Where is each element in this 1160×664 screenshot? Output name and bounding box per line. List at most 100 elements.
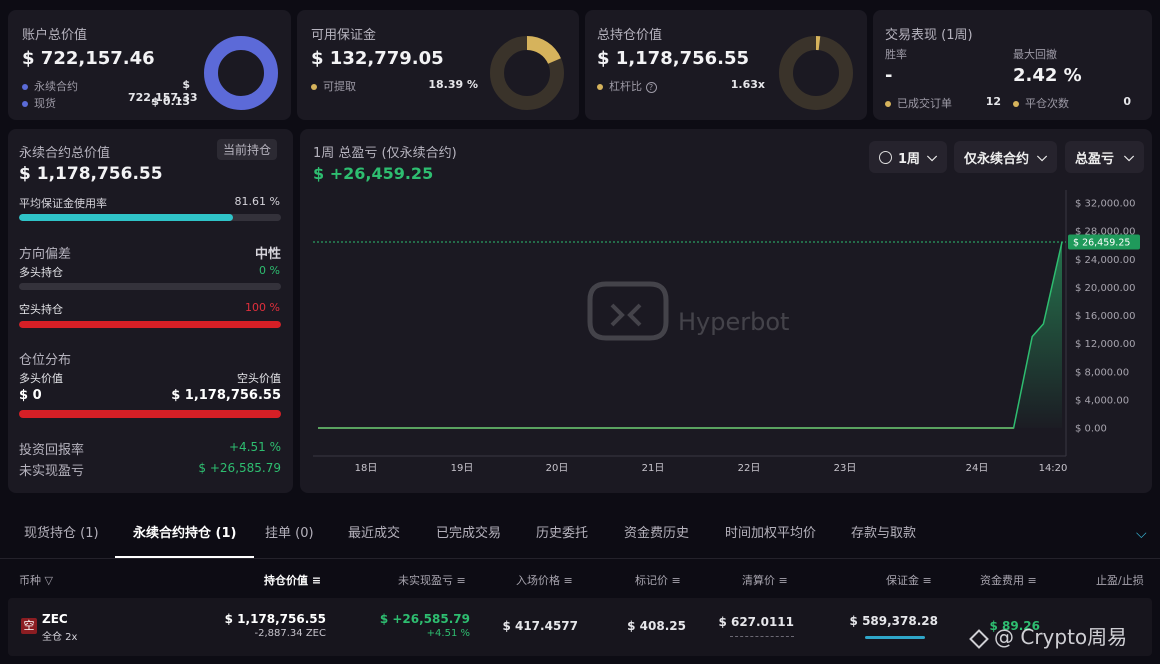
y-tick-label: $ 28,000.00 xyxy=(1075,227,1135,238)
th-liq-price[interactable]: 清算价 ≡ xyxy=(742,574,788,587)
filled-orders-value: 12 xyxy=(985,95,1001,108)
sort-icon: ≡ xyxy=(563,574,573,587)
tab-twap[interactable]: 时间加权平均价 xyxy=(725,526,817,541)
th-funding[interactable]: 资金费用 ≡ xyxy=(980,574,1037,587)
account-value-label: 账户总价值 xyxy=(22,28,88,43)
account-value: $ 722,157.46 xyxy=(22,48,155,69)
th-upnl[interactable]: 未实现盈亏 ≡ xyxy=(398,574,466,587)
leverage-value: 1.63x xyxy=(730,78,765,91)
performance-card: 交易表现 (1周) 胜率 - 最大回撤 2.42 % 已成交订单 12 平仓次数… xyxy=(873,10,1152,120)
row-entry-price: $ 417.4577 xyxy=(502,619,578,633)
short-position-label: 空头持仓 xyxy=(19,303,63,316)
th-tpsl: 止盈/止损 xyxy=(1096,574,1144,587)
perp-summary-panel: 永续合约总价值 当前持仓 $ 1,178,756.55 平均保证金使用率 81.… xyxy=(8,129,293,493)
row-funding: $ 89.26 xyxy=(989,619,1040,633)
direction-bias-label: 方向偏差 xyxy=(19,247,72,262)
metric-select[interactable]: 总盈亏 ⌵ xyxy=(1065,141,1144,173)
margin-mode: 全仓 2x xyxy=(42,632,78,643)
margin-usage-bar xyxy=(19,214,281,221)
table-row[interactable]: 空 ZEC 全仓 2x $ 1,178,756.55 -2,887.34 ZEC… xyxy=(8,598,1152,656)
th-position-value[interactable]: 持仓价值 ≡ xyxy=(264,574,322,587)
x-tick-label: 23日 xyxy=(834,463,857,474)
coin-name[interactable]: ZEC xyxy=(42,612,68,626)
leverage-label: 杠杆比 ? xyxy=(597,78,657,94)
sort-icon: ≡ xyxy=(671,574,681,587)
sort-icon: ≡ xyxy=(311,574,322,587)
win-rate-label: 胜率 xyxy=(885,48,907,61)
chart-title: 1周 总盈亏 (仅永续合约) xyxy=(313,146,457,161)
pnl-series-line xyxy=(318,241,1063,429)
y-tick-label: $ 0.00 xyxy=(1075,424,1107,435)
y-tick-label: $ 12,000.00 xyxy=(1075,339,1135,350)
y-tick-label: $ 20,000.00 xyxy=(1075,283,1135,294)
upnl-value: $ +26,585.79 xyxy=(198,461,281,475)
dist-short-label: 空头价值 xyxy=(237,372,281,385)
tab-funding-history[interactable]: 资金费历史 xyxy=(624,526,690,541)
y-tick-label: $ 4,000.00 xyxy=(1075,395,1129,406)
sort-icon: ≡ xyxy=(778,574,788,587)
watermark-text: Hyperbot xyxy=(678,308,789,336)
long-position-label: 多头持仓 xyxy=(19,266,63,279)
sort-icon: ≡ xyxy=(1027,574,1037,587)
x-tick-label: 19日 xyxy=(451,463,474,474)
withdrawable-value: 18.39 % xyxy=(428,78,478,91)
short-badge: 空 xyxy=(21,618,37,634)
chart-total-pnl: $ +26,459.25 xyxy=(313,164,434,183)
total-position-value: $ 1,178,756.55 xyxy=(597,48,750,69)
sort-icon: ≡ xyxy=(922,574,932,587)
liq-underline xyxy=(730,636,794,637)
pnl-chart-panel: 1周 总盈亏 (仅永续合约) $ +26,459.25 1周 ⌵ 仅永续合约 ⌵… xyxy=(300,129,1152,493)
available-margin-value: $ 132,779.05 xyxy=(311,48,444,69)
position-donut xyxy=(779,36,853,110)
filter-icon[interactable]: ▽ xyxy=(44,574,53,587)
tab-deposits-withdrawals[interactable]: 存款与取款 xyxy=(851,526,917,541)
clock-icon xyxy=(879,150,892,164)
perp-row-label: 永续合约 xyxy=(22,78,78,94)
tab-recent-fills[interactable]: 最近成交 xyxy=(348,526,401,541)
tab-order-history[interactable]: 历史委托 xyxy=(536,526,589,541)
total-position-label: 总持仓价值 xyxy=(597,28,663,43)
direction-bias-value: 中性 xyxy=(254,247,281,262)
th-mark-price[interactable]: 标记价 ≡ xyxy=(635,574,681,587)
period-select[interactable]: 1周 ⌵ xyxy=(869,141,947,173)
close-count-label: 平仓次数 xyxy=(1013,95,1069,111)
x-tick-label: 21日 xyxy=(642,463,665,474)
x-tick-label: 20日 xyxy=(546,463,569,474)
available-margin-label: 可用保证金 xyxy=(311,28,377,43)
th-entry-price[interactable]: 入场价格 ≡ xyxy=(516,574,573,587)
chevron-down-icon: ⌵ xyxy=(1037,149,1047,165)
row-mark-price: $ 408.25 xyxy=(627,619,686,633)
y-tick-label: $ 8,000.00 xyxy=(1075,367,1129,378)
total-position-card: 总持仓价值 $ 1,178,756.55 杠杆比 ? 1.63x xyxy=(585,10,867,120)
margin-donut xyxy=(490,36,564,110)
max-drawdown-value: 2.42 % xyxy=(1013,65,1082,86)
tab-spot-positions[interactable]: 现货持仓 (1) xyxy=(24,526,99,541)
hyperbot-watermark: Hyperbot xyxy=(587,281,789,341)
dist-short-value: $ 1,178,756.55 xyxy=(171,388,281,403)
th-coin[interactable]: 币种 ▽ xyxy=(19,574,53,587)
tab-open-orders[interactable]: 挂单 (0) xyxy=(265,526,314,541)
y-tick-label: $ 24,000.00 xyxy=(1075,255,1135,266)
available-margin-card: 可用保证金 $ 132,779.05 可提取 18.39 % xyxy=(297,10,579,120)
dist-long-value: $ 0 xyxy=(19,388,42,403)
short-position-bar xyxy=(19,321,281,328)
row-position-value: $ 1,178,756.55 xyxy=(224,612,326,626)
tab-perp-positions[interactable]: 永续合约持仓 (1) xyxy=(115,514,255,558)
last-value-label: $ 26,459.25 xyxy=(1073,237,1130,248)
collapse-chevron-icon[interactable]: ⌵ xyxy=(1136,526,1147,542)
performance-label: 交易表现 (1周) xyxy=(885,28,973,43)
th-margin[interactable]: 保证金 ≡ xyxy=(886,574,932,587)
position-dist-label: 仓位分布 xyxy=(19,353,72,368)
tab-completed-trades[interactable]: 已完成交易 xyxy=(436,526,502,541)
bottom-tabs: 现货持仓 (1) 永续合约持仓 (1) 挂单 (0) 最近成交 已完成交易 历史… xyxy=(0,514,1160,558)
diamond-logo-icon xyxy=(969,628,989,649)
help-icon[interactable]: ? xyxy=(645,82,657,93)
row-position-size: -2,887.34 ZEC xyxy=(254,628,326,639)
scope-select[interactable]: 仅永续合约 ⌵ xyxy=(954,141,1057,173)
withdrawable-label: 可提取 xyxy=(311,78,356,94)
account-value-card: 账户总价值 $ 722,157.46 永续合约 $ 722,157.33 现货 … xyxy=(8,10,291,120)
long-position-value: 0 % xyxy=(259,264,280,277)
current-position-badge[interactable]: 当前持仓 xyxy=(217,139,278,160)
close-count-value: 0 xyxy=(1123,95,1131,108)
upnl-label: 未实现盈亏 xyxy=(19,464,85,479)
